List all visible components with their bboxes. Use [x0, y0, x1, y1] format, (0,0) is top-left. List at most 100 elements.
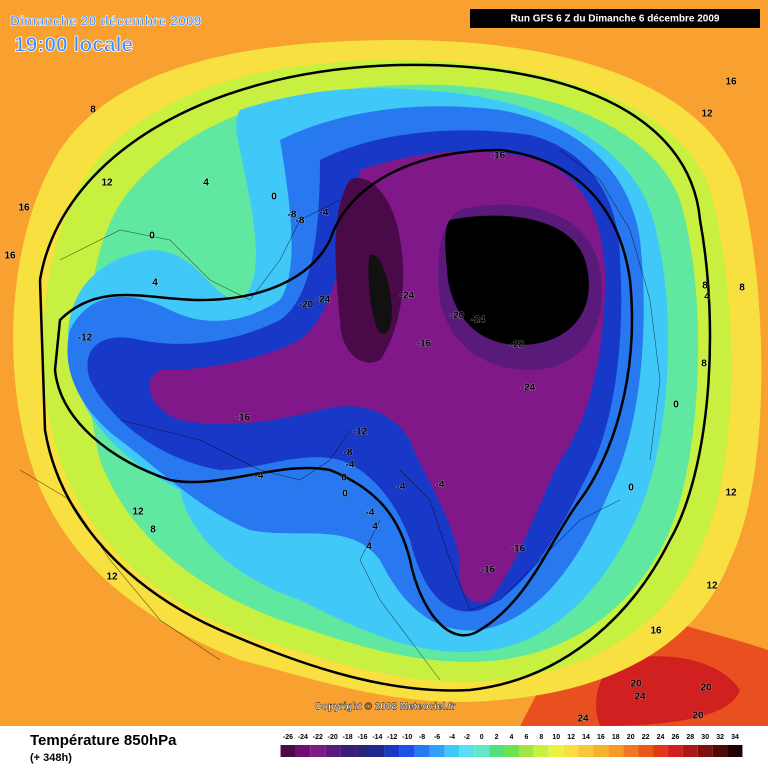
scale-swatch	[563, 745, 579, 757]
contour-label: -16	[236, 413, 251, 424]
contour-label: -20	[299, 300, 314, 311]
scale-swatch	[340, 745, 356, 757]
scale-label: 30	[701, 734, 709, 741]
scale-label: 4	[510, 734, 514, 741]
forecast-date: Dimanche 20 décembre 2009	[10, 13, 202, 29]
contour-label: -8	[288, 210, 297, 221]
contour-label: 20	[630, 679, 642, 690]
scale-swatch	[355, 745, 370, 757]
scale-label: 0	[480, 734, 484, 741]
scale-label: 26	[672, 734, 680, 741]
scale-swatch	[533, 745, 549, 757]
contour-label: -4	[255, 471, 264, 482]
scale-swatch	[444, 745, 460, 757]
scale-swatch	[593, 745, 609, 757]
contour-label: 4	[372, 522, 378, 533]
scale-label: -4	[449, 734, 455, 741]
scale-swatch	[727, 745, 743, 757]
contour-label: 0	[673, 400, 679, 411]
contour-label: -4	[366, 508, 375, 519]
scale-swatch	[280, 745, 296, 757]
contour-label: 8	[739, 283, 745, 294]
contour-label: -4	[320, 208, 329, 219]
scale-label: 16	[597, 734, 605, 741]
contour-label: -24	[471, 315, 486, 326]
contour-label: -16	[417, 339, 432, 350]
contour-label: 4	[152, 278, 158, 289]
contour-label: 24	[634, 692, 646, 703]
contour-line	[38, 63, 712, 692]
legend-title: Température 850hPa	[30, 732, 177, 749]
scale-swatch	[667, 745, 683, 757]
scale-label: 12	[567, 734, 575, 741]
scale-swatch	[474, 745, 490, 757]
contour-label: 16	[725, 77, 737, 88]
scale-label: 32	[716, 734, 724, 741]
scale-swatch	[384, 745, 400, 757]
scale-label: -22	[313, 734, 323, 741]
scale-label: 22	[642, 734, 650, 741]
contour-label: -4	[436, 480, 445, 491]
contour-label: -8	[344, 448, 353, 459]
scale-swatch	[548, 745, 564, 757]
zone-minus-28	[445, 215, 589, 345]
contour-label: 16	[18, 203, 30, 214]
scale-swatch	[682, 745, 698, 757]
contour-label: 24	[577, 714, 589, 725]
contour-label: 0	[271, 192, 277, 203]
contour-label: -16	[511, 544, 526, 555]
copyright: Copyright © 2008 Meteociel.fr	[315, 702, 456, 713]
contour-label: -8	[296, 216, 305, 227]
scale-label: -24	[298, 734, 308, 741]
contour-label: 12	[725, 488, 737, 499]
scale-swatch	[489, 745, 505, 757]
contour-label: 4	[366, 542, 372, 553]
scale-label: 34	[731, 734, 739, 741]
zone-minus-28	[368, 254, 392, 334]
contour-label: 20	[692, 711, 704, 722]
contour-label: 12	[101, 178, 113, 189]
contour-label: 20	[700, 683, 712, 694]
scale-label: -12	[387, 734, 397, 741]
scale-label: 18	[612, 734, 620, 741]
contour-label: 8	[702, 281, 708, 292]
scale-swatch	[325, 745, 341, 757]
scale-swatch	[429, 745, 445, 757]
contour-label: 0	[342, 489, 348, 500]
run-info: Run GFS 6 Z du Dimanche 6 décembre 2009	[511, 14, 720, 25]
scale-swatch	[518, 745, 534, 757]
scale-label: -10	[402, 734, 412, 741]
temperature-map	[0, 0, 768, 726]
scale-swatch	[697, 745, 713, 757]
scale-swatch	[295, 745, 311, 757]
contour-label: 16	[4, 251, 16, 262]
contour-label: -24	[521, 383, 536, 394]
contour-label: -20	[450, 311, 465, 322]
scale-swatch	[504, 745, 519, 757]
contour-label: 4	[704, 292, 710, 303]
contour-label: 12	[106, 572, 118, 583]
scale-label: 28	[686, 734, 694, 741]
scale-swatch	[608, 745, 624, 757]
scale-swatch	[638, 745, 654, 757]
contour-label: -12	[353, 427, 368, 438]
scale-swatch	[459, 745, 475, 757]
coastlines	[19, 149, 661, 681]
scale-swatch	[414, 745, 430, 757]
scale-label: 2	[495, 734, 499, 741]
contour-label: -24	[400, 291, 415, 302]
contour-label: -16	[491, 151, 506, 162]
run-banner	[470, 9, 760, 28]
warm-zone	[596, 656, 740, 726]
scale-label: 20	[627, 734, 635, 741]
contour-label: -16	[481, 565, 496, 576]
contour-label: 0	[341, 473, 347, 484]
scale-label: -20	[328, 734, 338, 741]
contour-label: 12	[132, 507, 144, 518]
contour-label: 8	[90, 105, 96, 116]
scale-label: 10	[552, 734, 560, 741]
contour-label: -12	[78, 333, 93, 344]
scale-swatch	[310, 745, 326, 757]
